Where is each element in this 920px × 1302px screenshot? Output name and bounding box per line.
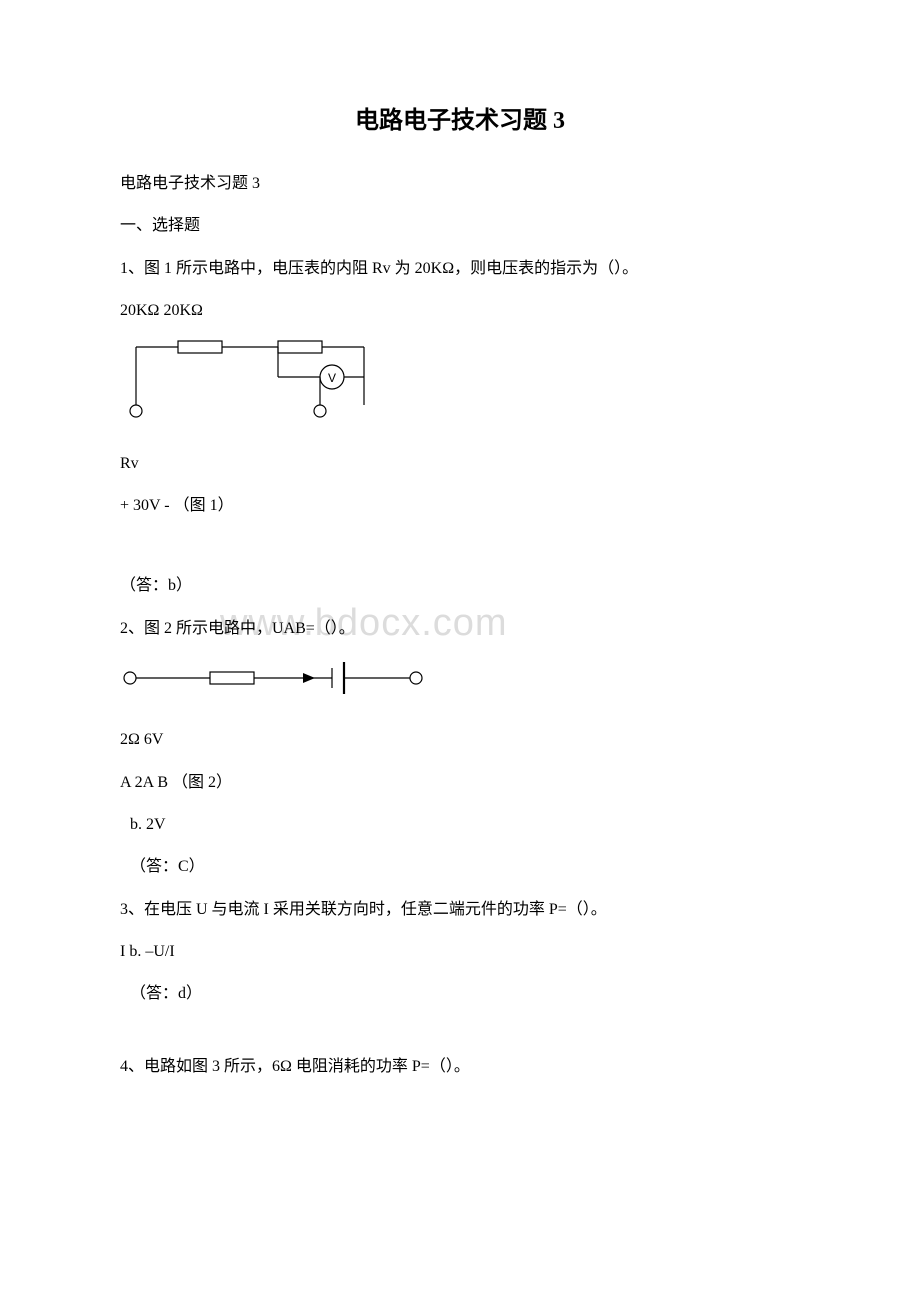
question-3-option: I b. –U/I [120, 933, 800, 971]
question-1-rv: Rv [120, 445, 800, 483]
question-3-text: 3、在电压 U 与电流 I 采用关联方向时，任意二端元件的功率 P=（）。 [120, 891, 800, 929]
page-title: 电路电子技术习题 3 [120, 100, 800, 135]
question-1-figure-caption: + 30V - （图 1） [120, 487, 800, 525]
question-4-text: 4、电路如图 3 所示，6Ω 电阻消耗的功率 P=（）。 [120, 1048, 800, 1086]
question-2-option-b: b. 2V [120, 806, 800, 844]
document-content: 电路电子技术习题 3 电路电子技术习题 3 一、选择题 1、图 1 所示电路中，… [120, 100, 800, 1086]
section-heading: 一、选择题 [120, 207, 800, 245]
subtitle: 电路电子技术习题 3 [120, 165, 800, 203]
question-1-answer: （答：b） [120, 567, 800, 605]
circuit-diagram-2 [120, 658, 800, 703]
question-2-labels: 2Ω 6V [120, 721, 800, 759]
question-2-text: 2、图 2 所示电路中，UAB=（）。 [120, 610, 800, 648]
question-3-answer: （答：d） [120, 975, 800, 1013]
voltmeter-label: V [328, 371, 336, 385]
question-1-text: 1、图 1 所示电路中，电压表的内阻 Rv 为 20KΩ，则电压表的指示为（）。 [120, 250, 800, 288]
circuit-diagram-1: V [120, 337, 800, 427]
question-2-caption: A 2A B （图 2） [120, 764, 800, 802]
question-2-answer: （答：C） [120, 848, 800, 886]
question-1-labels: 20KΩ 20KΩ [120, 292, 800, 330]
